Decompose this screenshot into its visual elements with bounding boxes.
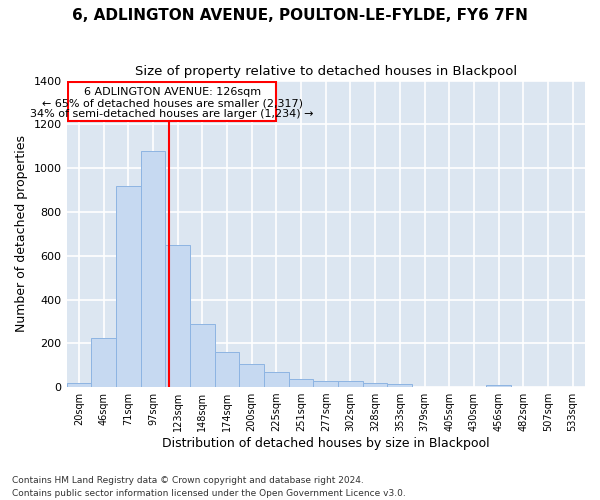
Bar xyxy=(190,324,215,387)
Bar xyxy=(67,382,91,387)
Bar xyxy=(116,186,140,387)
Bar xyxy=(313,381,338,387)
Bar xyxy=(91,338,116,387)
Title: Size of property relative to detached houses in Blackpool: Size of property relative to detached ho… xyxy=(135,65,517,78)
Text: 6 ADLINGTON AVENUE: 126sqm: 6 ADLINGTON AVENUE: 126sqm xyxy=(83,87,260,97)
Bar xyxy=(239,364,264,387)
Bar xyxy=(215,352,239,387)
Text: ← 65% of detached houses are smaller (2,317): ← 65% of detached houses are smaller (2,… xyxy=(41,98,302,108)
Text: Contains HM Land Registry data © Crown copyright and database right 2024.
Contai: Contains HM Land Registry data © Crown c… xyxy=(12,476,406,498)
Bar xyxy=(165,245,190,387)
Y-axis label: Number of detached properties: Number of detached properties xyxy=(15,136,28,332)
Bar xyxy=(264,372,289,387)
Bar xyxy=(486,385,511,387)
Text: 6, ADLINGTON AVENUE, POULTON-LE-FYLDE, FY6 7FN: 6, ADLINGTON AVENUE, POULTON-LE-FYLDE, F… xyxy=(72,8,528,22)
FancyBboxPatch shape xyxy=(68,82,277,121)
Bar xyxy=(388,384,412,387)
Bar xyxy=(140,150,165,387)
X-axis label: Distribution of detached houses by size in Blackpool: Distribution of detached houses by size … xyxy=(162,437,490,450)
Bar xyxy=(338,381,363,387)
Text: 34% of semi-detached houses are larger (1,234) →: 34% of semi-detached houses are larger (… xyxy=(31,110,314,120)
Bar xyxy=(289,379,313,387)
Bar xyxy=(363,382,388,387)
